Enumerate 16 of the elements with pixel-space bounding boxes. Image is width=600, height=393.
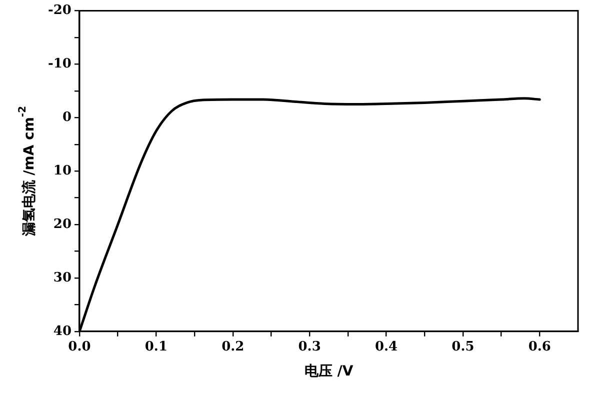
x-tick-label: 0.2	[222, 340, 244, 355]
x-tick-label: 0.0	[68, 340, 91, 355]
x-tick-label: 0.6	[528, 340, 551, 355]
y-tick-label: -20	[48, 3, 72, 18]
x-tick-label: 0.4	[374, 340, 398, 355]
y-tick-label: 10	[53, 163, 72, 178]
y-tick-label: 0	[62, 110, 72, 126]
y-axis-title: 漏氢电流 /mA cm-2	[18, 106, 38, 238]
y-tick-label: 20	[53, 216, 72, 232]
x-tick-label: 0.1	[144, 340, 168, 355]
x-tick-label: 0.3	[298, 340, 321, 355]
y-tick-label: 40	[53, 324, 72, 339]
y-tick-label: 30	[53, 270, 72, 286]
x-axis-title: 电压 /V	[304, 364, 354, 380]
y-tick-label: -10	[48, 56, 72, 72]
x-tick-label: 0.5	[452, 340, 474, 355]
